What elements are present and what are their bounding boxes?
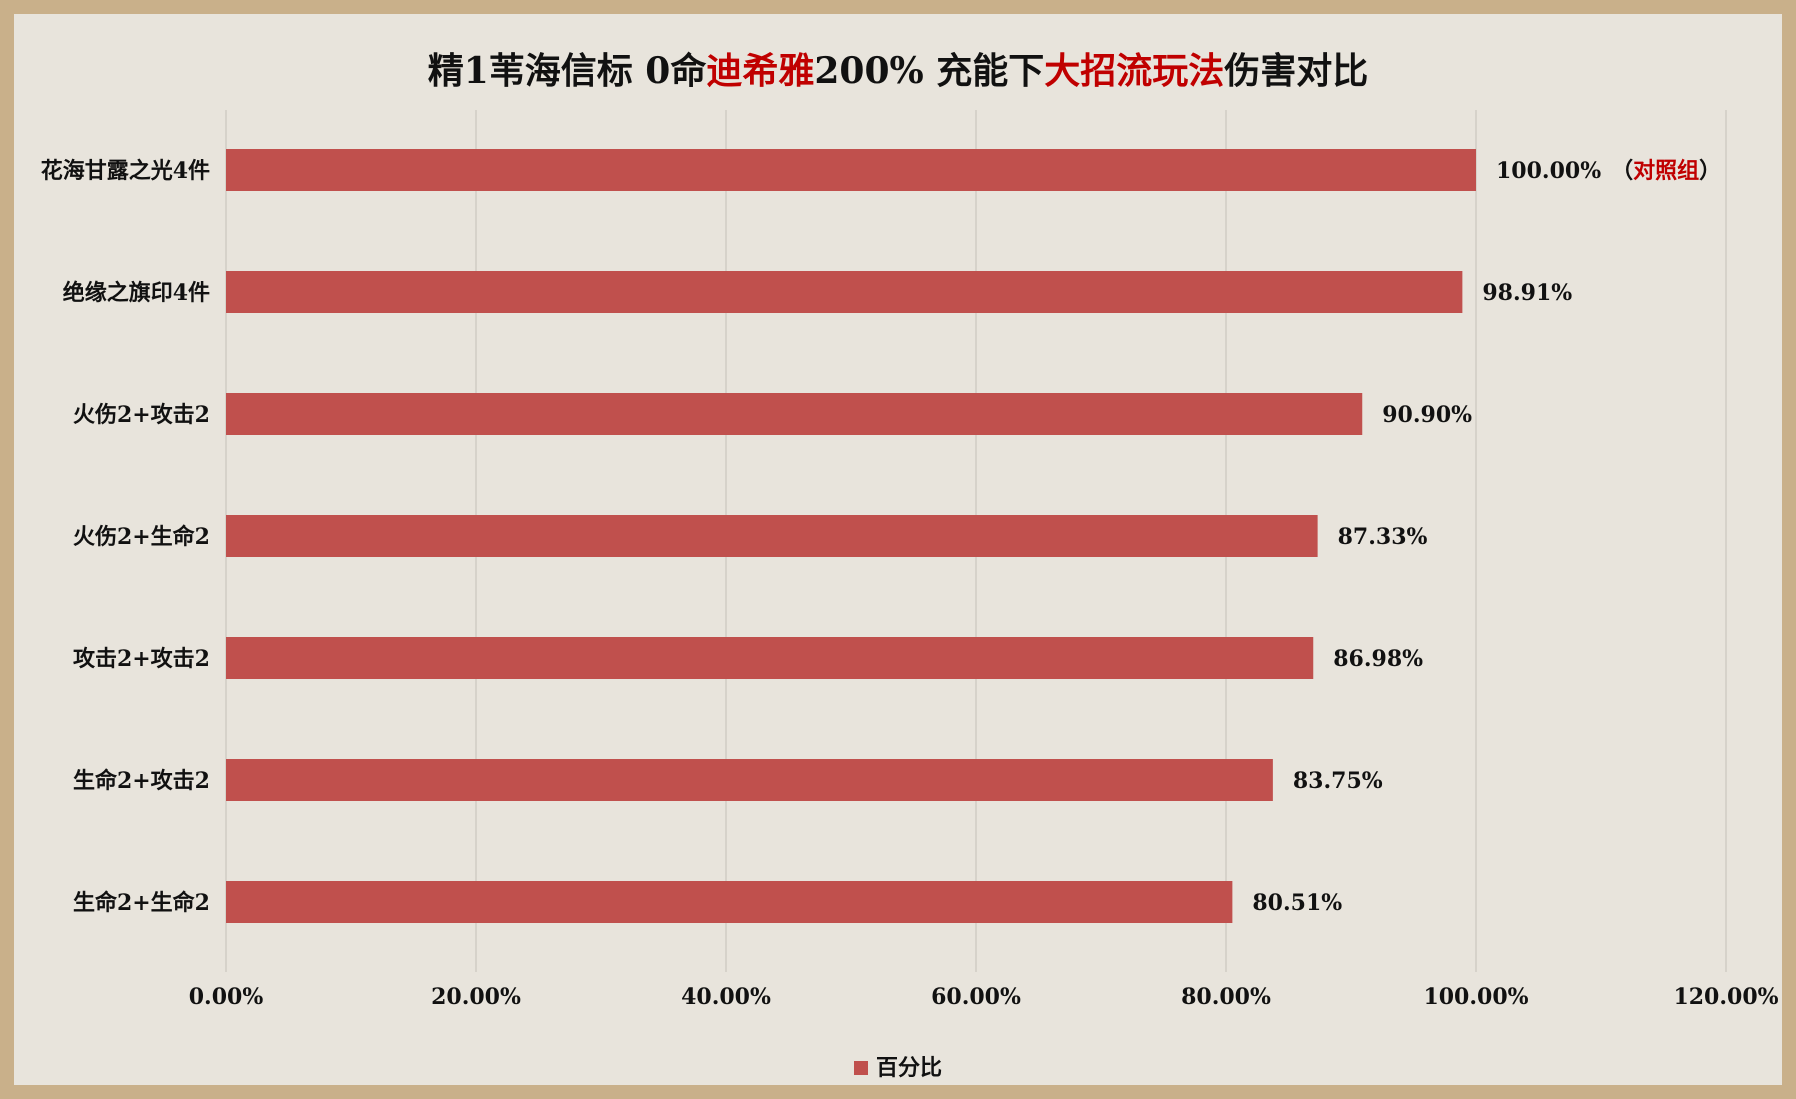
chart-title: 精1苇海信标 0命迪希雅200% 充能下大招流玩法伤害对比 bbox=[14, 42, 1782, 94]
legend-swatch bbox=[853, 1061, 868, 1075]
annotation-text: 对照组 bbox=[1633, 158, 1699, 184]
data-label-value: 98.91% bbox=[1482, 280, 1572, 306]
legend-label: 百分比 bbox=[875, 1055, 942, 1081]
bar bbox=[226, 759, 1273, 801]
x-tick-label: 120.00% bbox=[1673, 984, 1778, 1010]
data-label: 86.98% bbox=[1333, 646, 1423, 672]
bar bbox=[226, 515, 1318, 557]
data-label: 98.91% bbox=[1482, 280, 1572, 306]
data-label: 80.51% bbox=[1252, 890, 1342, 916]
title-part-1: 精1苇海信标 0命 bbox=[427, 50, 707, 92]
annotation-open: （ bbox=[1611, 158, 1633, 184]
label-layer: 0.00% 20.00% 40.00% 60.00% 80.00% 100.00% 120.… bbox=[41, 158, 1779, 1010]
bar bbox=[226, 881, 1233, 923]
bar bbox=[226, 393, 1363, 435]
title-part-5: 伤害对比 bbox=[1224, 50, 1369, 92]
data-label-value: 80.51% bbox=[1252, 890, 1342, 916]
x-tick-label: 0.00% bbox=[189, 984, 264, 1010]
title-character-name: 迪希雅 bbox=[706, 50, 815, 92]
data-label: 83.75% bbox=[1293, 768, 1383, 794]
bar-layer bbox=[226, 149, 1476, 923]
annotation-close: ） bbox=[1699, 158, 1721, 184]
x-tick-label: 100.00% bbox=[1423, 984, 1528, 1010]
data-label-value: 100.00% bbox=[1496, 158, 1601, 184]
data-label-value: 90.90% bbox=[1382, 402, 1472, 428]
data-label: 87.33% bbox=[1338, 524, 1428, 550]
x-tick-label: 40.00% bbox=[681, 984, 771, 1010]
data-label-value: 83.75% bbox=[1293, 768, 1383, 794]
bar bbox=[226, 637, 1314, 679]
chart-frame: 精1苇海信标 0命迪希雅200% 充能下大招流玩法伤害对比 0.00% 20.00… bbox=[14, 14, 1782, 1085]
x-tick-label: 60.00% bbox=[931, 984, 1021, 1010]
bar-chart: 0.00% 20.00% 40.00% 60.00% 80.00% 100.00% 120.… bbox=[41, 110, 1779, 1010]
category-label: 火伤2+生命2 bbox=[73, 524, 210, 550]
bar bbox=[226, 271, 1463, 313]
category-label: 攻击2+攻击2 bbox=[73, 646, 210, 672]
bar bbox=[226, 149, 1476, 191]
title-playstyle: 大招流玩法 bbox=[1044, 50, 1225, 92]
category-label: 生命2+攻击2 bbox=[73, 768, 210, 794]
legend: 百分比 bbox=[14, 1050, 1782, 1082]
title-part-3: 200% 充能下 bbox=[814, 50, 1045, 92]
data-label-value: 86.98% bbox=[1333, 646, 1423, 672]
category-label: 生命2+生命2 bbox=[73, 890, 210, 916]
x-tick-label: 80.00% bbox=[1181, 984, 1271, 1010]
data-label: 100.00% （对照组） bbox=[1496, 158, 1721, 184]
data-label-value: 87.33% bbox=[1338, 524, 1428, 550]
category-label: 绝缘之旗印4件 bbox=[63, 280, 210, 306]
x-tick-label: 20.00% bbox=[431, 984, 521, 1010]
category-label: 花海甘露之光4件 bbox=[41, 158, 210, 184]
category-label: 火伤2+攻击2 bbox=[73, 402, 210, 428]
data-label: 90.90% bbox=[1382, 402, 1472, 428]
